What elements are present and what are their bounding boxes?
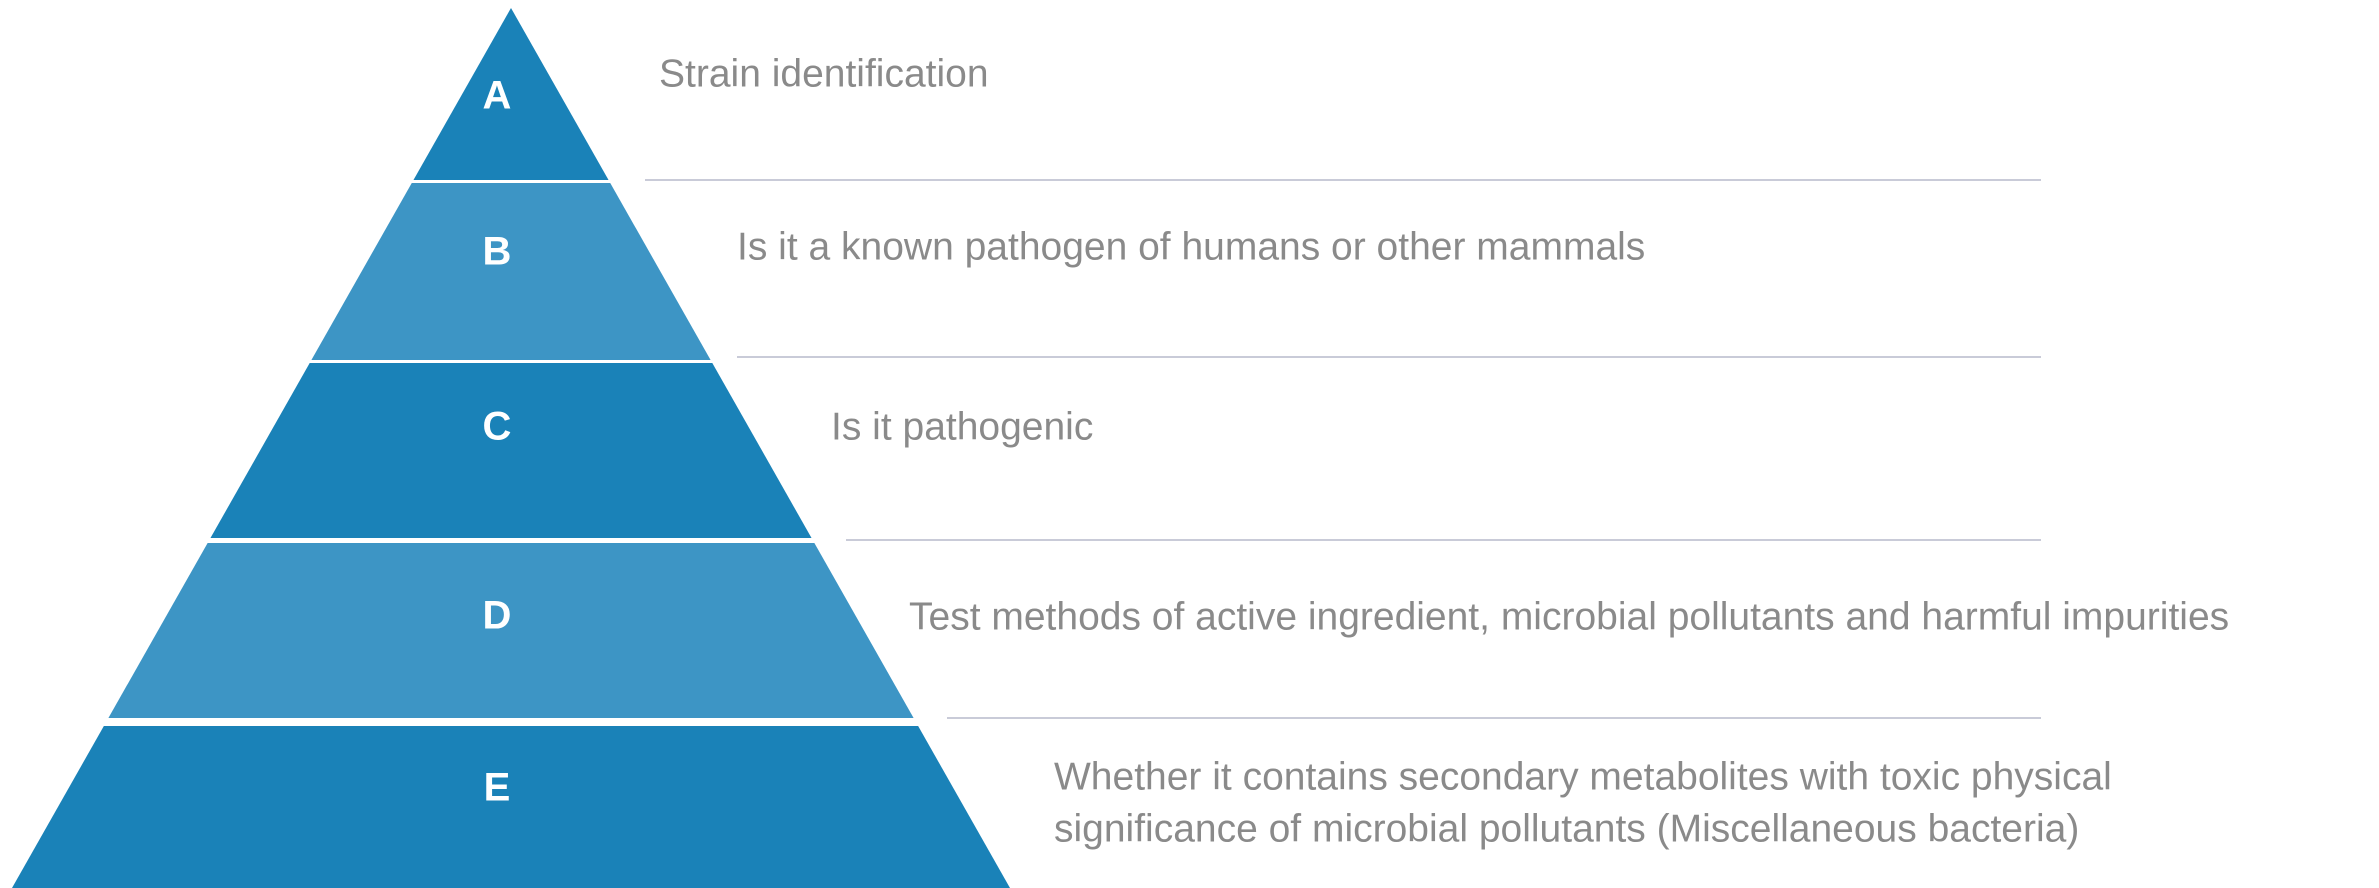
- level-description: Is it a known pathogen of humans or othe…: [737, 225, 1645, 268]
- level-letter: A: [483, 74, 512, 118]
- level-description: significance of microbial pollutants (Mi…: [1054, 807, 2079, 850]
- pyramid-level: [413, 8, 609, 180]
- level-letter: B: [483, 230, 512, 274]
- level-letter: D: [483, 594, 512, 638]
- pyramid-level: [12, 726, 1010, 888]
- pyramid-level: [311, 183, 711, 360]
- level-letter: C: [483, 405, 512, 449]
- level-description: Strain identification: [659, 52, 989, 95]
- level-description: Test methods of active ingredient, micro…: [909, 595, 2229, 638]
- level-description: Whether it contains secondary metabolite…: [1054, 755, 2112, 798]
- level-description: Is it pathogenic: [831, 405, 1093, 448]
- pyramid-level: [108, 543, 914, 718]
- level-letter: E: [484, 766, 511, 810]
- pyramid-level: [210, 363, 812, 538]
